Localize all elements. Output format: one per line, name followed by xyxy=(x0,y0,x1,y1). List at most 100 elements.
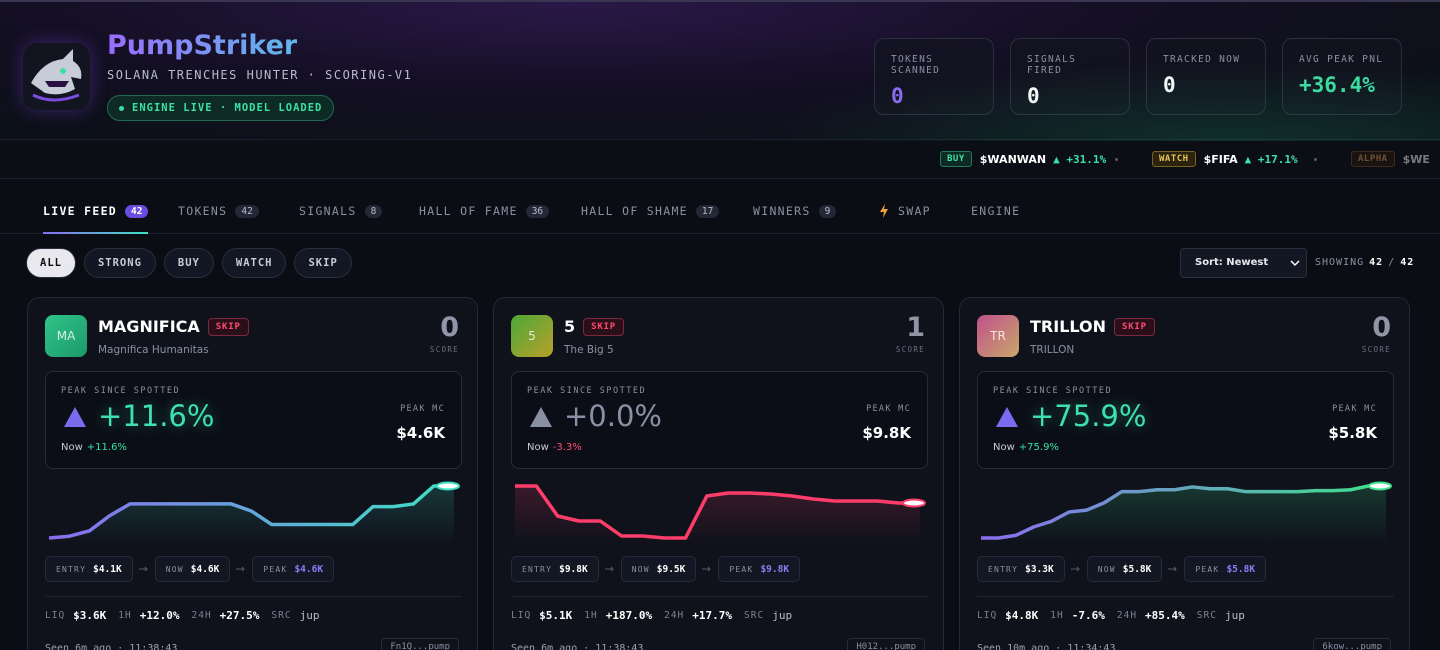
token-address[interactable]: 6kow...pump xyxy=(1313,638,1391,650)
tab[interactable]: SWAP xyxy=(879,201,931,221)
tab-count: 42 xyxy=(125,204,149,218)
token-address[interactable]: H012...pump xyxy=(847,638,925,650)
score-label: SCORE xyxy=(429,345,459,354)
sort-select[interactable]: Sort: Newest xyxy=(1180,248,1307,278)
tab[interactable]: LIVE FEED 42 xyxy=(43,201,149,234)
token-subtitle: TRILLON xyxy=(1030,344,1075,356)
sparkline-endpoint xyxy=(902,498,926,508)
stat-key: 1H xyxy=(584,610,598,621)
app-title: PumpStriker xyxy=(107,30,298,61)
price-chip: ENTRY $9.8K xyxy=(511,556,599,582)
stat-card: SIGNALS FIRED 0 xyxy=(1010,38,1130,115)
ticker-symbol: $WE xyxy=(1402,152,1430,166)
now-label: Now xyxy=(61,442,83,453)
stat-val: +187.0% xyxy=(605,609,653,622)
tab[interactable]: SIGNALS 8 xyxy=(299,201,383,221)
token-tag: SKIP xyxy=(207,317,249,336)
stat-val: $5.1K xyxy=(539,609,573,622)
chip-value: $9.5K xyxy=(656,563,686,575)
price-chip: PEAK $4.6K xyxy=(252,556,335,582)
chip-label: NOW xyxy=(165,564,184,574)
token-stats: LIQ $3.6K 1H +12.0% 24H +27.5% SRC jup xyxy=(45,609,323,622)
filter-button[interactable]: SKIP xyxy=(294,248,352,278)
chip-label: ENTRY xyxy=(56,564,87,574)
price-chip: ENTRY $4.1K xyxy=(45,556,133,582)
token-avatar: TR xyxy=(977,315,1019,357)
peak-value: +75.9% xyxy=(1030,399,1147,433)
stat-card: TRACKED NOW 0 xyxy=(1146,38,1266,115)
stat-key: LIQ xyxy=(45,610,66,621)
token-name: 5 xyxy=(564,317,576,336)
stat-key: LIQ xyxy=(511,610,532,621)
stat-val: -7.6% xyxy=(1071,609,1105,622)
chip-value: $3.3K xyxy=(1025,563,1054,575)
tab-label: TOKENS xyxy=(178,204,228,218)
filter-button[interactable]: STRONG xyxy=(83,248,156,278)
now-value: +75.9% xyxy=(1018,442,1059,453)
tab[interactable]: WINNERS 9 xyxy=(753,201,837,221)
peak-mc-value: $9.8K xyxy=(862,424,911,442)
peak-label: PEAK SINCE SPOTTED xyxy=(993,386,1113,396)
chip-value: $9.8K xyxy=(559,563,588,575)
token-avatar: 5 xyxy=(511,315,553,357)
stat-val: $4.8K xyxy=(1005,609,1039,622)
chip-label: PEAK xyxy=(263,564,288,574)
tab-label: LIVE FEED xyxy=(43,204,118,218)
peak-arrow xyxy=(530,407,552,427)
ticker-tag: ALPHA xyxy=(1351,151,1395,167)
ticker-item[interactable]: BUY $WANWAN ▲ +31.1% xyxy=(940,151,1106,167)
token-score: 1 xyxy=(906,312,925,343)
ticker-symbol: $FIFA xyxy=(1203,152,1238,166)
showing-total: 42 xyxy=(1400,257,1415,268)
showing-label: SHOWING xyxy=(1315,257,1365,268)
price-chip: NOW $5.8K xyxy=(1086,556,1163,582)
stat-label: SIGNALS FIRED xyxy=(1027,54,1077,76)
stat-key: SRC xyxy=(744,610,765,621)
chip-label: NOW xyxy=(631,564,650,574)
token-card[interactable]: TR TRILLON SKIP TRILLON 0 SCORE PEAK SINCE SPO… xyxy=(959,297,1410,650)
peak-mc-label: PEAK MC xyxy=(1332,404,1377,414)
seen-time: Seen 10m ago · 11:34:43 xyxy=(977,643,1116,650)
ticker-separator xyxy=(1115,158,1118,161)
price-chips: ENTRY $3.3K NOW $5.8K PEAK $5.8K xyxy=(977,556,1267,582)
filter-button[interactable]: BUY xyxy=(163,248,214,278)
chip-arrow xyxy=(1168,566,1178,572)
stat-value: 0 xyxy=(1027,84,1040,108)
peak-mc-value: $4.6K xyxy=(396,424,445,442)
stat-val: jup xyxy=(299,609,320,622)
chip-value: $9.8K xyxy=(760,563,790,575)
token-score: 0 xyxy=(440,312,459,343)
ticker-item[interactable]: WATCH $FIFA ▲ +17.1% xyxy=(1152,151,1298,167)
now-label: Now xyxy=(527,442,549,453)
ticker-item[interactable]: ALPHA $WE xyxy=(1351,151,1437,167)
tab[interactable]: TOKENS 42 xyxy=(178,201,259,221)
chip-label: PEAK xyxy=(1195,564,1220,574)
ticker-separator xyxy=(1314,158,1317,161)
price-chip: NOW $4.6K xyxy=(154,556,231,582)
sparkline-area xyxy=(49,486,454,544)
tab[interactable]: HALL OF SHAME 17 xyxy=(581,201,720,221)
token-score: 0 xyxy=(1372,312,1391,343)
chip-value: $4.6K xyxy=(294,563,324,575)
score-label: SCORE xyxy=(895,345,925,354)
token-card[interactable]: 5 5 SKIP The Big 5 1 SCORE PEAK SINCE SPOTTED +… xyxy=(493,297,944,650)
chip-label: NOW xyxy=(1097,564,1116,574)
stat-key: LIQ xyxy=(977,610,998,621)
tab[interactable]: HALL OF FAME 36 xyxy=(419,201,550,221)
token-subtitle: Magnifica Humanitas xyxy=(98,344,209,356)
stat-label: TRACKED NOW xyxy=(1163,54,1241,65)
price-chips: ENTRY $4.1K NOW $4.6K PEAK $4.6K xyxy=(45,556,335,582)
token-stats: LIQ $5.1K 1H +187.0% 24H +17.7% SRC jup xyxy=(511,609,796,622)
peak-value: +0.0% xyxy=(564,399,662,433)
divider xyxy=(977,596,1394,597)
token-name-row: 5 SKIP xyxy=(564,317,625,336)
peak-arrow xyxy=(996,407,1018,427)
token-card[interactable]: MA MAGNIFICA SKIP Magnifica Humanitas 0 SCORE… xyxy=(27,297,478,650)
showing: SHOWING 42 / 42 xyxy=(1315,257,1414,268)
tab[interactable]: ENGINE xyxy=(971,201,1020,221)
peak-label: PEAK SINCE SPOTTED xyxy=(61,386,181,396)
filter-button[interactable]: WATCH xyxy=(221,248,287,278)
filter-button[interactable]: ALL xyxy=(26,248,76,278)
stat-value: +36.4% xyxy=(1299,73,1375,97)
token-address[interactable]: Fn1Q...pump xyxy=(381,638,459,650)
